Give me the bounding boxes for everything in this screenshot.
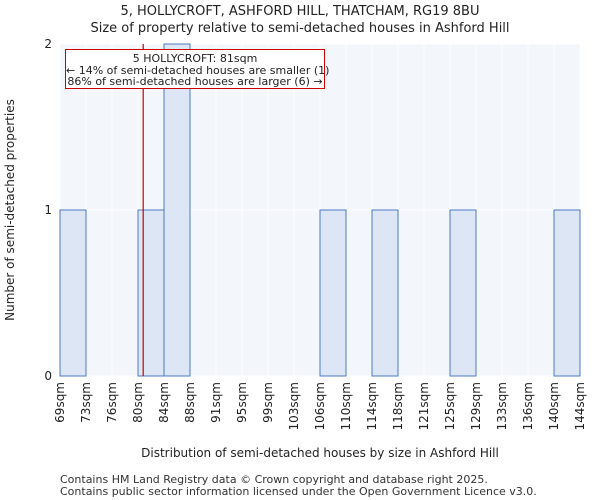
- bar: [553, 209, 581, 377]
- annotation-title: 5 HOLLYCROFT: 81sqm: [132, 52, 258, 65]
- x-tick-label: 80sqm: [131, 382, 145, 423]
- x-tick-label: 129sqm: [469, 382, 483, 430]
- y-tick-label: 2: [44, 37, 52, 51]
- chart-title: 5, HOLLYCROFT, ASHFORD HILL, THATCHAM, R…: [120, 4, 480, 19]
- x-tick-label: 133sqm: [495, 382, 509, 430]
- y-tick-label: 0: [44, 369, 52, 383]
- property-annotation: 5 HOLLYCROFT: 81sqm ← 14% of semi-detach…: [65, 49, 330, 89]
- x-tick-label: 144sqm: [573, 382, 587, 430]
- x-tick-label: 99sqm: [261, 382, 275, 423]
- x-tick-label: 140sqm: [547, 382, 561, 430]
- x-tick-label: 76sqm: [105, 382, 119, 423]
- footer-copyright: Contains HM Land Registry data © Crown c…: [60, 473, 488, 486]
- x-tick-label: 121sqm: [417, 382, 431, 430]
- y-axis-label: Number of semi-detached properties: [3, 99, 17, 321]
- y-tick-label: 1: [44, 203, 52, 217]
- x-tick-label: 114sqm: [365, 382, 379, 430]
- x-tick-label: 103sqm: [287, 382, 301, 430]
- x-tick-label: 73sqm: [79, 382, 93, 423]
- chart-subtitle: Size of property relative to semi-detach…: [90, 21, 510, 36]
- bar: [319, 209, 347, 377]
- x-tick-label: 84sqm: [157, 382, 171, 423]
- bar: [163, 43, 191, 377]
- bar: [371, 209, 399, 377]
- x-tick-label: 106sqm: [313, 382, 327, 430]
- bar: [137, 209, 165, 377]
- bar: [59, 209, 87, 377]
- bar: [449, 209, 477, 377]
- x-tick-label: 118sqm: [391, 382, 405, 430]
- annotation-smaller: ← 14% of semi-detached houses are smalle…: [66, 63, 330, 77]
- x-tick-label: 95sqm: [235, 382, 249, 423]
- x-tick-label: 91sqm: [209, 382, 223, 423]
- annotation-larger: 86% of semi-detached houses are larger (…: [67, 75, 323, 88]
- x-tick-label: 110sqm: [339, 382, 353, 430]
- x-tick-label: 88sqm: [183, 382, 197, 423]
- x-tick-label: 125sqm: [443, 382, 457, 430]
- footer-licence: Contains public sector information licen…: [60, 485, 537, 498]
- x-tick-label: 69sqm: [53, 382, 67, 423]
- x-tick-label: 136sqm: [521, 382, 535, 430]
- x-axis-label: Distribution of semi-detached houses by …: [141, 446, 499, 460]
